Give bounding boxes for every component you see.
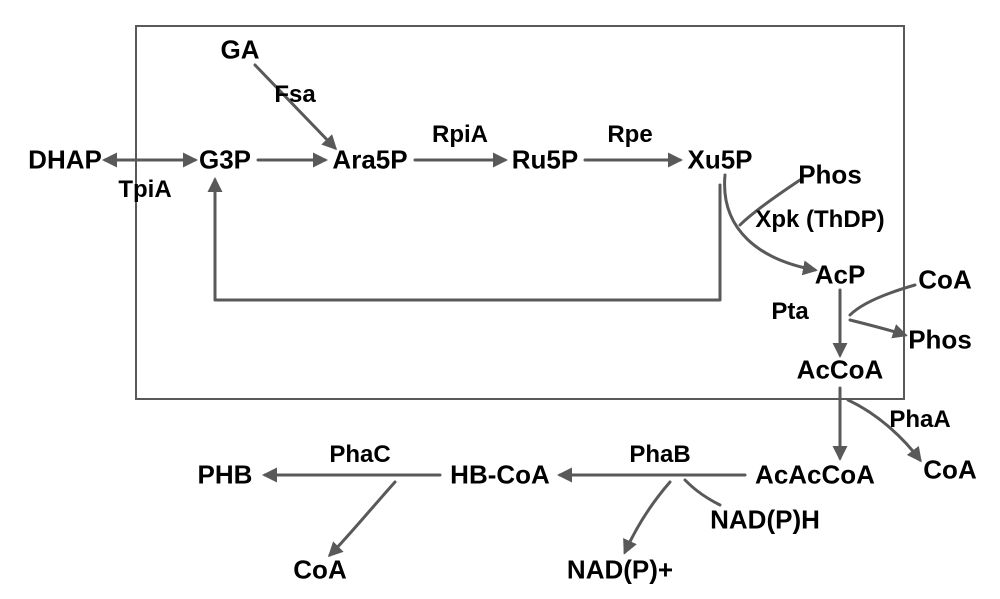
node-Phos1: Phos: [798, 160, 862, 191]
node-CoA1: CoA: [918, 265, 971, 296]
edge-nadp-out: [625, 482, 670, 552]
node-TpiA: TpiA: [118, 176, 171, 204]
node-Xu5P: Xu5P: [687, 145, 752, 176]
node-PhaC: PhaC: [329, 441, 390, 469]
node-PhaA: PhaA: [889, 406, 950, 434]
edge-phac-coa-out: [330, 482, 395, 555]
node-CoA3: CoA: [293, 555, 346, 586]
node-NADP: NAD(P)+: [567, 555, 673, 586]
node-DHAP: DHAP: [28, 145, 102, 176]
node-HBCoA: HB-CoA: [450, 460, 550, 491]
node-Pta: Pta: [771, 298, 808, 326]
node-AcP: AcP: [815, 260, 866, 291]
node-GA: GA: [221, 35, 260, 66]
diagram-stage: DHAP TpiA G3P GA Fsa Ara5P RpiA Ru5P Rpe Xu5P Phos…: [0, 0, 1000, 599]
node-NADPH: NAD(P)H: [710, 505, 820, 536]
node-AcAcCoA: AcAcCoA: [755, 460, 875, 491]
node-Rpe: Rpe: [607, 121, 652, 149]
node-PHB: PHB: [198, 460, 253, 491]
edge-nadph-in: [685, 480, 720, 505]
node-Ara5P: Ara5P: [332, 145, 407, 176]
node-Ru5P: Ru5P: [512, 145, 578, 176]
node-PhaB: PhaB: [629, 441, 690, 469]
node-AcCoA: AcCoA: [797, 355, 884, 386]
node-Xpk: Xpk (ThDP): [755, 206, 884, 234]
node-CoA2: CoA: [923, 455, 976, 486]
node-Fsa: Fsa: [274, 81, 315, 109]
node-Phos2: Phos: [908, 325, 972, 356]
node-RpiA: RpiA: [432, 121, 488, 149]
node-G3P: G3P: [199, 145, 251, 176]
